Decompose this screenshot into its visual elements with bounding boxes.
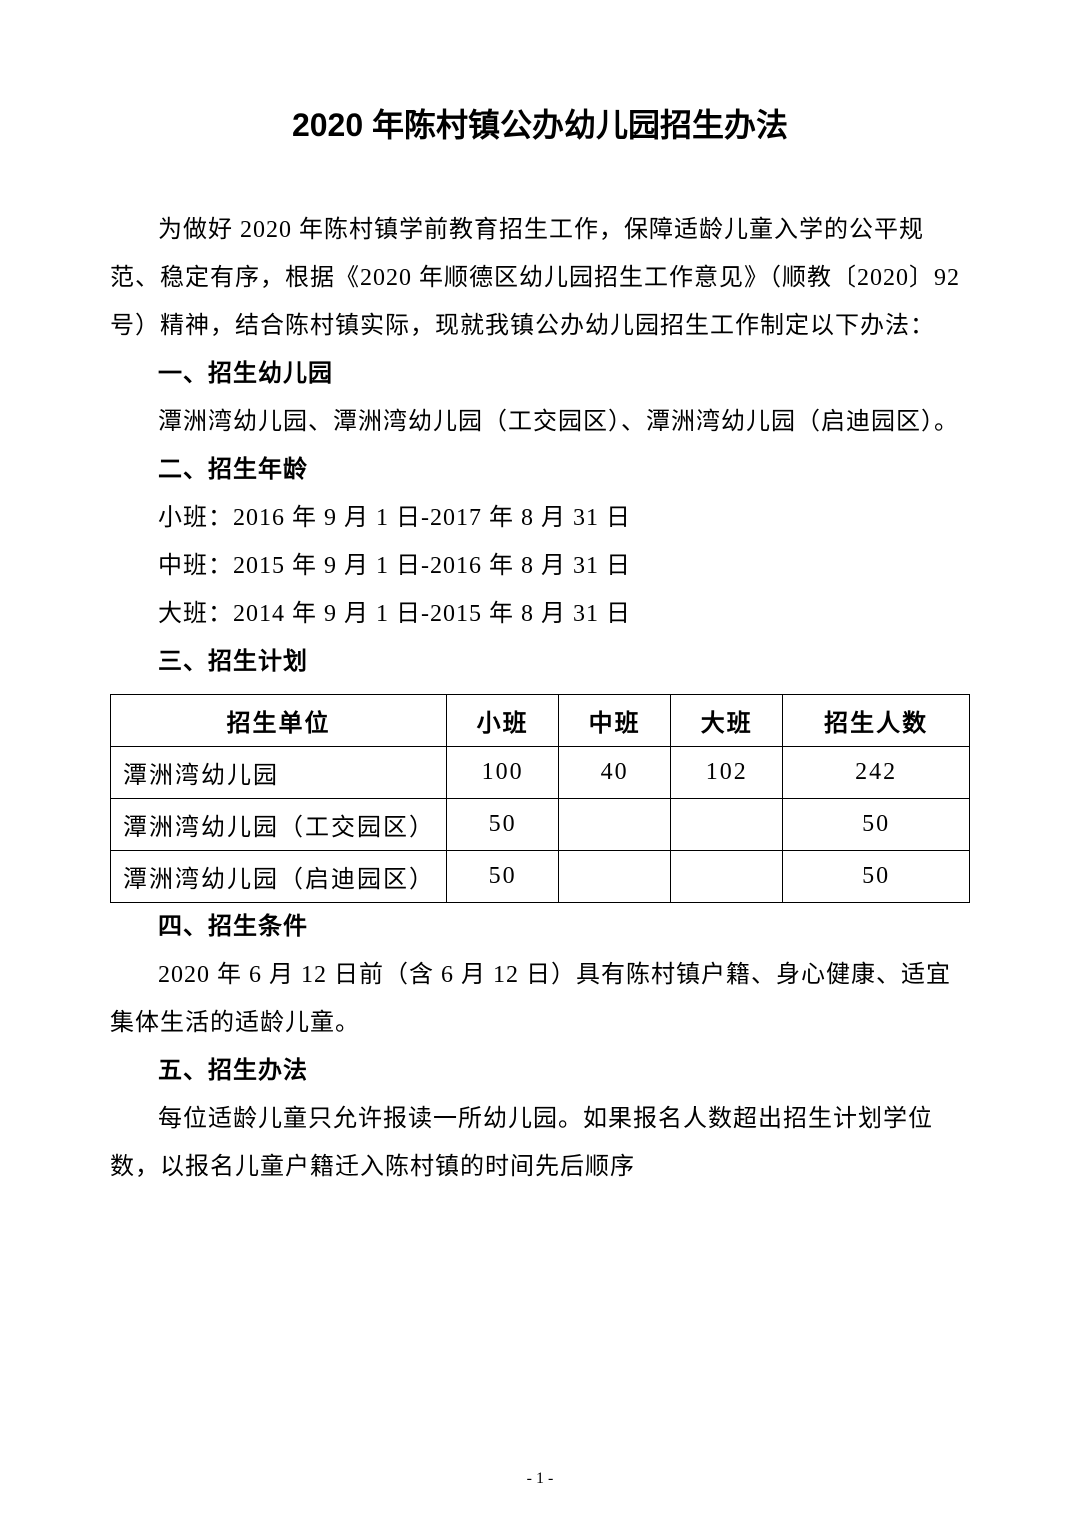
cell-total: 50 bbox=[783, 799, 970, 851]
section-5-heading: 五、招生办法 bbox=[110, 1047, 970, 1095]
cell-small: 50 bbox=[447, 799, 559, 851]
table-row: 潭洲湾幼儿园 100 40 102 242 bbox=[111, 747, 970, 799]
cell-unit: 潭洲湾幼儿园 bbox=[111, 747, 447, 799]
cell-middle: 40 bbox=[559, 747, 671, 799]
age-large-class: 大班：2014 年 9 月 1 日-2015 年 8 月 31 日 bbox=[110, 590, 970, 638]
section-4-body: 2020 年 6 月 12 日前（含 6 月 12 日）具有陈村镇户籍、身心健康… bbox=[110, 951, 970, 1047]
col-small: 小班 bbox=[447, 695, 559, 747]
age-middle-class: 中班：2015 年 9 月 1 日-2016 年 8 月 31 日 bbox=[110, 542, 970, 590]
col-total: 招生人数 bbox=[783, 695, 970, 747]
col-middle: 中班 bbox=[559, 695, 671, 747]
document-title: 2020 年陈村镇公办幼儿园招生办法 bbox=[110, 100, 970, 146]
cell-total: 242 bbox=[783, 747, 970, 799]
section-3-heading: 三、招生计划 bbox=[110, 638, 970, 686]
age-small-class: 小班：2016 年 9 月 1 日-2017 年 8 月 31 日 bbox=[110, 494, 970, 542]
cell-middle bbox=[559, 851, 671, 903]
cell-small: 50 bbox=[447, 851, 559, 903]
col-large: 大班 bbox=[671, 695, 783, 747]
cell-small: 100 bbox=[447, 747, 559, 799]
cell-total: 50 bbox=[783, 851, 970, 903]
section-1-heading: 一、招生幼儿园 bbox=[110, 350, 970, 398]
cell-unit: 潭洲湾幼儿园（工交园区） bbox=[111, 799, 447, 851]
page-number: - 1 - bbox=[527, 1470, 554, 1488]
table-row: 潭洲湾幼儿园（工交园区） 50 50 bbox=[111, 799, 970, 851]
table-header-row: 招生单位 小班 中班 大班 招生人数 bbox=[111, 695, 970, 747]
section-5-body: 每位适龄儿童只允许报读一所幼儿园。如果报名人数超出招生计划学位数，以报名儿童户籍… bbox=[110, 1095, 970, 1191]
cell-middle bbox=[559, 799, 671, 851]
section-2-heading: 二、招生年龄 bbox=[110, 446, 970, 494]
cell-large bbox=[671, 799, 783, 851]
table-row: 潭洲湾幼儿园（启迪园区） 50 50 bbox=[111, 851, 970, 903]
intro-paragraph: 为做好 2020 年陈村镇学前教育招生工作，保障适龄儿童入学的公平规范、稳定有序… bbox=[110, 206, 970, 350]
cell-large: 102 bbox=[671, 747, 783, 799]
section-1-body: 潭洲湾幼儿园、潭洲湾幼儿园（工交园区）、潭洲湾幼儿园（启迪园区）。 bbox=[110, 398, 970, 446]
section-4-heading: 四、招生条件 bbox=[110, 903, 970, 951]
enrollment-plan-table: 招生单位 小班 中班 大班 招生人数 潭洲湾幼儿园 100 40 102 242… bbox=[110, 694, 970, 903]
cell-large bbox=[671, 851, 783, 903]
col-unit: 招生单位 bbox=[111, 695, 447, 747]
cell-unit: 潭洲湾幼儿园（启迪园区） bbox=[111, 851, 447, 903]
